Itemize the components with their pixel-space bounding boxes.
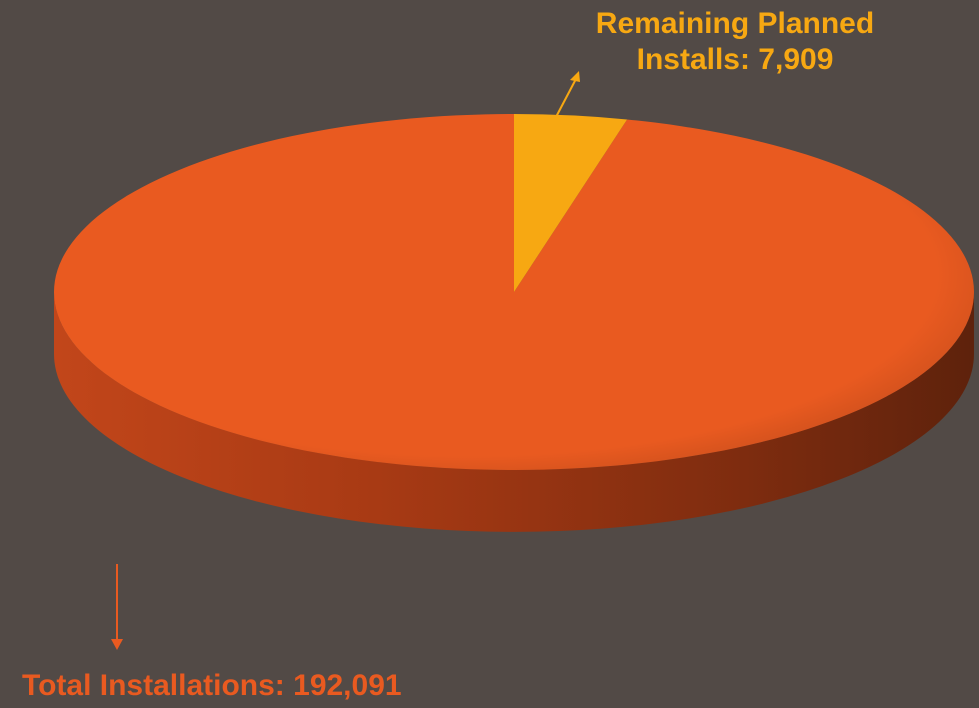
remaining-leader-line — [555, 76, 578, 118]
pie-top-shading — [54, 114, 974, 470]
total-installations-label: Total Installations: 192,091 — [22, 669, 402, 702]
remaining-installs-label: Remaining Planned Installs: 7,909 — [545, 6, 925, 78]
remaining-leader-arrowhead — [570, 71, 580, 82]
remaining-label-line-1: Remaining Planned — [595, 7, 875, 40]
remaining-label-line-2: Installs: 7,909 — [636, 43, 834, 76]
total-leader-arrowhead — [111, 639, 123, 650]
pie-side-wall — [54, 292, 974, 532]
